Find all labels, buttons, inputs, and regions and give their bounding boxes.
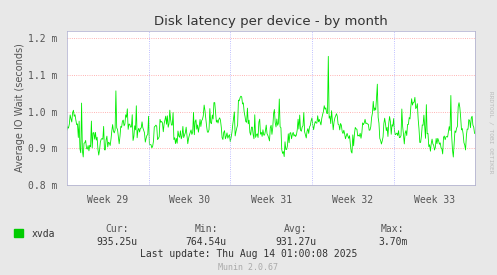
Text: Last update: Thu Aug 14 01:00:08 2025: Last update: Thu Aug 14 01:00:08 2025 (140, 249, 357, 259)
Text: 935.25u: 935.25u (96, 237, 137, 247)
Text: Max:: Max: (381, 224, 405, 234)
Text: Munin 2.0.67: Munin 2.0.67 (219, 263, 278, 272)
Text: RRDTOOL / TOBI OETIKER: RRDTOOL / TOBI OETIKER (489, 91, 494, 173)
Text: 764.54u: 764.54u (186, 237, 227, 247)
Text: Avg:: Avg: (284, 224, 308, 234)
Text: 931.27u: 931.27u (275, 237, 316, 247)
Text: Cur:: Cur: (105, 224, 129, 234)
Text: Min:: Min: (194, 224, 218, 234)
Text: 3.70m: 3.70m (378, 237, 408, 247)
Y-axis label: Average IO Wait (seconds): Average IO Wait (seconds) (15, 43, 25, 172)
Legend: xvda: xvda (10, 225, 59, 243)
Title: Disk latency per device - by month: Disk latency per device - by month (154, 15, 388, 28)
